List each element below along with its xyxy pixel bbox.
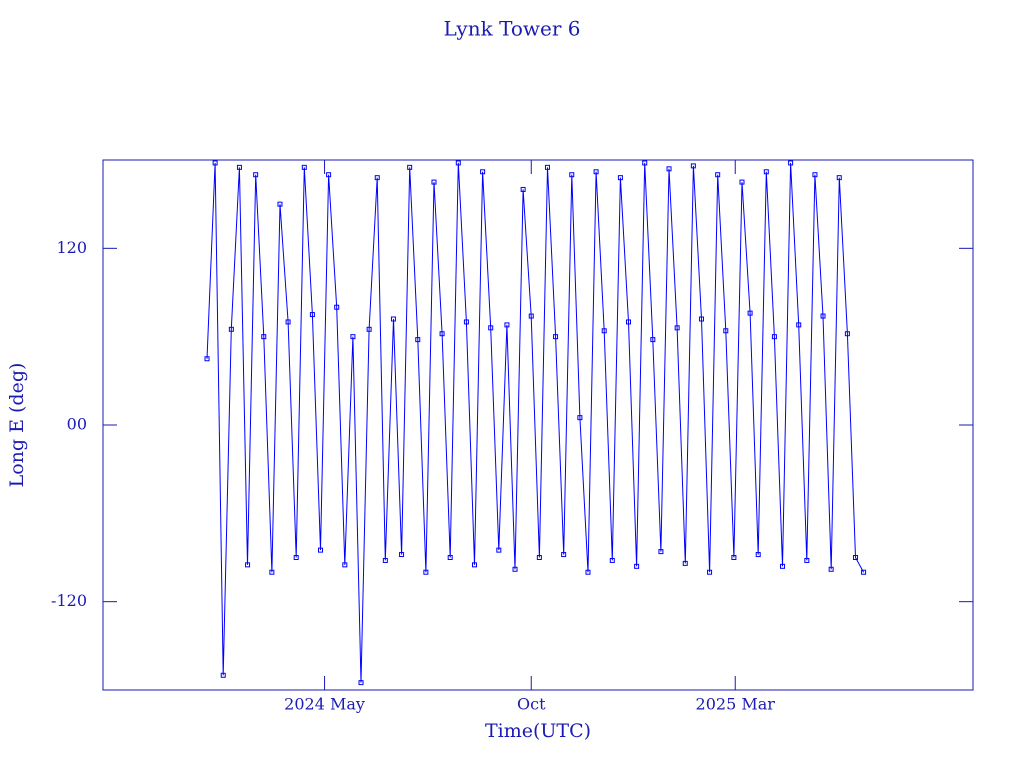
- data-point: [399, 552, 405, 558]
- data-point: [861, 569, 867, 575]
- data-point: [747, 310, 753, 316]
- data-point: [277, 201, 283, 207]
- data-point: [763, 169, 769, 175]
- data-point: [236, 164, 242, 170]
- data-point: [496, 547, 502, 553]
- data-point: [285, 319, 291, 325]
- data-point: [601, 328, 607, 334]
- data-point: [593, 169, 599, 175]
- data-point: [528, 313, 534, 319]
- data-point: [245, 562, 251, 568]
- data-point: [844, 331, 850, 337]
- data-point: [342, 562, 348, 568]
- data-point: [642, 160, 648, 166]
- x-tick-label: 2024 May: [284, 695, 365, 714]
- data-point: [439, 331, 445, 337]
- data-point: [512, 566, 518, 572]
- data-point: [666, 166, 672, 172]
- data-point: [553, 334, 559, 340]
- data-point: [204, 356, 210, 362]
- x-axis-title: Time(UTC): [485, 720, 591, 742]
- data-point: [488, 325, 494, 331]
- data-point: [350, 334, 356, 340]
- data-point: [820, 313, 826, 319]
- data-point: [609, 557, 615, 563]
- data-point: [536, 555, 542, 560]
- data-point: [796, 322, 802, 328]
- data-point: [358, 680, 364, 686]
- data-point: [520, 186, 526, 192]
- data-point: [852, 555, 858, 560]
- data-point: [382, 557, 388, 563]
- data-point: [836, 175, 842, 181]
- data-point: [804, 557, 810, 563]
- data-point: [682, 560, 688, 566]
- data-point: [674, 325, 680, 331]
- data-point: [812, 172, 818, 178]
- data-point: [577, 415, 583, 421]
- data-point: [739, 179, 745, 185]
- data-point: [707, 569, 713, 575]
- data-point: [318, 547, 323, 553]
- data-point: [650, 337, 656, 343]
- data-point: [698, 316, 704, 322]
- data-point: [431, 179, 437, 185]
- data-point: [771, 334, 777, 340]
- data-point: [447, 555, 453, 560]
- data-point: [788, 160, 794, 166]
- data-point: [326, 172, 332, 178]
- data-point: [723, 328, 729, 334]
- y-tick-label: 120: [56, 238, 87, 257]
- x-tick-label: Oct: [517, 695, 546, 714]
- data-point: [658, 549, 664, 555]
- data-line: [206, 162, 865, 683]
- y-tick-label: 00: [67, 415, 87, 434]
- data-point: [407, 164, 413, 170]
- data-point: [366, 326, 372, 332]
- data-point: [472, 562, 478, 568]
- data-point: [617, 175, 623, 181]
- data-point: [212, 160, 218, 166]
- data-point: [334, 304, 340, 310]
- data-point: [626, 319, 632, 325]
- data-point: [634, 563, 640, 569]
- data-point: [261, 334, 267, 340]
- y-tick-label: -120: [51, 591, 87, 610]
- data-point: [309, 312, 315, 318]
- data-point: [374, 175, 380, 181]
- y-axis-title: Long E (deg): [6, 363, 28, 488]
- data-point: [220, 672, 226, 678]
- data-point: [690, 163, 696, 169]
- data-point: [731, 555, 737, 560]
- data-point: [253, 172, 259, 178]
- data-point: [561, 552, 567, 558]
- data-point: [480, 169, 486, 175]
- data-point: [455, 160, 461, 166]
- data-point: [269, 569, 275, 575]
- data-point: [390, 316, 396, 322]
- data-point: [569, 172, 575, 178]
- data-point: [544, 164, 550, 170]
- data-point: [585, 569, 591, 575]
- data-point: [755, 552, 761, 558]
- data-point: [828, 566, 834, 572]
- plot-area: [204, 160, 867, 686]
- data-point: [463, 319, 469, 325]
- data-point: [715, 172, 721, 178]
- data-point: [415, 337, 421, 343]
- data-point: [293, 555, 299, 560]
- chart-title: Lynk Tower 6: [443, 17, 580, 41]
- data-point: [301, 164, 307, 170]
- data-point: [504, 322, 510, 328]
- data-point: [780, 563, 786, 569]
- x-tick-label: 2025 Mar: [696, 695, 776, 714]
- data-point: [423, 569, 429, 575]
- data-point: [228, 326, 234, 332]
